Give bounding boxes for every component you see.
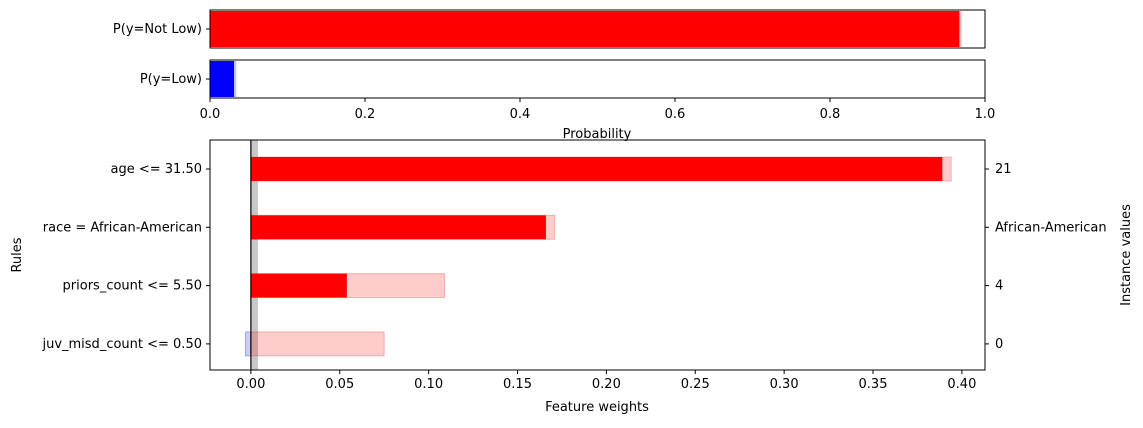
x-tick-label: 0.40: [947, 377, 976, 392]
y-axis-title: Rules: [10, 237, 25, 272]
probability-bar: [210, 11, 960, 47]
rule-label: race = African-American: [43, 220, 202, 235]
x-axis-title: Feature weights: [545, 400, 649, 415]
zero-uncertainty-band: [250, 140, 258, 370]
weight-interval-positive: [250, 331, 385, 357]
x-tick-label: 1.0: [975, 107, 996, 122]
feature-weight-chart: age <= 31.50 21 race = African-American Afr…: [10, 139, 1134, 415]
probability-chart: P(y=Not Low) P(y=Low) 0.0 0.2 0.4 0.6 0.8 1.0 Pr…: [113, 9, 996, 142]
x-tick-label: 0.4: [510, 107, 531, 122]
x-tick-label: 0.0: [200, 107, 221, 122]
weight-bar: [250, 273, 347, 298]
x-tick-label: 0.35: [859, 377, 888, 392]
weight-interval-negative: [245, 331, 252, 357]
x-axis-title: Probability: [563, 127, 632, 142]
x-tick-label: 0.8: [820, 107, 841, 122]
instance-value-label: 21: [995, 162, 1012, 177]
weight-bar: [250, 215, 546, 240]
x-tick-label: 0.10: [414, 377, 443, 392]
x-tick-label: 0.2: [355, 107, 376, 122]
x-tick-label: 0.30: [770, 377, 799, 392]
instance-value-label: 4: [995, 279, 1003, 294]
y2-axis-title: Instance values: [1119, 204, 1134, 306]
rule-label: juv_misd_count <= 0.50: [41, 337, 202, 352]
weight-bar: [250, 157, 943, 181]
rule-label: priors_count <= 5.50: [63, 279, 202, 294]
rule-label: age <= 31.50: [111, 162, 202, 177]
probability-axes-frame: [209, 59, 986, 99]
instance-value-label: African-American: [995, 220, 1107, 235]
weight-axes-frame: [209, 139, 986, 371]
x-tick-label: 0.6: [665, 107, 686, 122]
y-tick-label: P(y=Low): [140, 72, 202, 87]
probability-bar: [210, 61, 235, 97]
instance-value-label: 0: [995, 337, 1003, 352]
x-tick-label: 0.05: [325, 377, 354, 392]
x-tick-label: 0.25: [681, 377, 710, 392]
x-tick-label: 0.00: [236, 377, 265, 392]
y-tick-label: P(y=Not Low): [113, 22, 202, 37]
x-tick-label: 0.20: [592, 377, 621, 392]
x-tick-label: 0.15: [503, 377, 532, 392]
